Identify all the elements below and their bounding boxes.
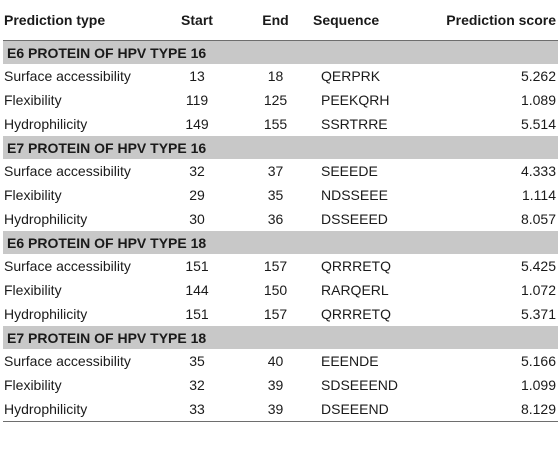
cell-prediction-type: Hydrophilicity bbox=[3, 397, 156, 422]
table-row: Flexibility 29 35 NDSSEEE 1.114 bbox=[3, 183, 558, 207]
cell-score: 1.114 bbox=[522, 187, 556, 203]
table-row: Flexibility 119 125 PEEKQRH 1.089 bbox=[3, 88, 558, 112]
section-header-row: E6 PROTEIN OF HPV TYPE 16 bbox=[3, 40, 558, 64]
cell-start: 151 bbox=[185, 306, 209, 322]
cell-end: 157 bbox=[263, 258, 288, 274]
cell-prediction-type: Surface accessibility bbox=[4, 163, 131, 179]
cell-prediction-type: Surface accessibility bbox=[4, 258, 131, 274]
cell-end: 39 bbox=[267, 377, 284, 393]
table-row: Surface accessibility 13 18 QERPRK 5.262 bbox=[3, 64, 558, 88]
cell-sequence: DSSEEED bbox=[321, 211, 388, 227]
cell-end: 40 bbox=[267, 353, 284, 369]
cell-prediction-type: Surface accessibility bbox=[4, 353, 131, 369]
cell-end: 39 bbox=[238, 397, 313, 422]
cell-sequence: SDSEEEND bbox=[321, 377, 399, 393]
cell-sequence: QRRRETQ bbox=[321, 258, 391, 274]
header-start: Start bbox=[156, 0, 238, 41]
cell-prediction-type: Flexibility bbox=[4, 92, 62, 108]
cell-prediction-type: Flexibility bbox=[4, 282, 62, 298]
cell-end: 36 bbox=[267, 211, 284, 227]
header-sequence: Sequence bbox=[313, 0, 438, 41]
cell-prediction-type: Flexibility bbox=[4, 377, 62, 393]
cell-start: 33 bbox=[156, 397, 238, 422]
cell-prediction-type: Surface accessibility bbox=[4, 68, 131, 84]
cell-sequence: SEEEDE bbox=[321, 163, 378, 179]
section-header-row: E7 PROTEIN OF HPV TYPE 16 bbox=[3, 136, 558, 159]
table-row: Surface accessibility 151 157 QRRRETQ 5.… bbox=[3, 254, 558, 278]
cell-score: 5.262 bbox=[520, 68, 556, 84]
cell-score: 1.099 bbox=[520, 377, 556, 393]
cell-score: 5.425 bbox=[520, 258, 556, 274]
cell-end: 37 bbox=[267, 163, 284, 179]
cell-score: 1.072 bbox=[520, 282, 556, 298]
cell-sequence: NDSSEEE bbox=[321, 187, 388, 203]
cell-sequence: PEEKQRH bbox=[321, 92, 390, 108]
section-title: E6 PROTEIN OF HPV TYPE 16 bbox=[3, 40, 558, 64]
table-row: Hydrophilicity 149 155 SSRTRRE 5.514 bbox=[3, 112, 558, 136]
cell-start: 13 bbox=[189, 68, 205, 84]
cell-score: 8.129 bbox=[438, 397, 558, 422]
cell-start: 30 bbox=[189, 211, 205, 227]
cell-sequence: QERPRK bbox=[321, 68, 381, 84]
cell-end: 18 bbox=[267, 68, 284, 84]
cell-score: 5.166 bbox=[520, 353, 556, 369]
cell-sequence: RARQERL bbox=[321, 282, 389, 298]
section-header-row: E7 PROTEIN OF HPV TYPE 18 bbox=[3, 326, 558, 349]
header-prediction-score: Prediction score bbox=[438, 0, 558, 41]
cell-start: 35 bbox=[189, 353, 205, 369]
section-title: E7 PROTEIN OF HPV TYPE 16 bbox=[3, 136, 558, 159]
cell-start: 119 bbox=[185, 92, 209, 108]
header-end: End bbox=[238, 0, 313, 41]
cell-end: 125 bbox=[263, 92, 288, 108]
table-row: Hydrophilicity 33 39 DSEEEND 8.129 bbox=[3, 397, 558, 422]
table-row: Surface accessibility 32 37 SEEEDE 4.333 bbox=[3, 159, 558, 183]
table-row: Flexibility 32 39 SDSEEEND 1.099 bbox=[3, 373, 558, 397]
cell-start: 144 bbox=[185, 282, 209, 298]
table-body: E6 PROTEIN OF HPV TYPE 16 Surface access… bbox=[3, 40, 558, 422]
header-prediction-type: Prediction type bbox=[3, 0, 156, 41]
cell-start: 151 bbox=[185, 258, 209, 274]
prediction-table: Prediction type Start End Sequence Predi… bbox=[3, 0, 558, 422]
table-row: Hydrophilicity 30 36 DSSEEED 8.057 bbox=[3, 207, 558, 231]
cell-end: 157 bbox=[263, 306, 288, 322]
cell-start: 29 bbox=[189, 187, 205, 203]
table-row: Surface accessibility 35 40 EEENDE 5.166 bbox=[3, 349, 558, 373]
cell-end: 150 bbox=[263, 282, 288, 298]
cell-start: 32 bbox=[189, 163, 205, 179]
cell-sequence: EEENDE bbox=[321, 353, 379, 369]
cell-start: 149 bbox=[185, 116, 209, 132]
section-title: E6 PROTEIN OF HPV TYPE 18 bbox=[3, 231, 558, 254]
cell-score: 5.514 bbox=[520, 116, 556, 132]
table-row: Flexibility 144 150 RARQERL 1.072 bbox=[3, 278, 558, 302]
cell-sequence: QRRRETQ bbox=[321, 306, 391, 322]
cell-sequence: SSRTRRE bbox=[321, 116, 388, 132]
table-row: Hydrophilicity 151 157 QRRRETQ 5.371 bbox=[3, 302, 558, 326]
cell-prediction-type: Hydrophilicity bbox=[4, 211, 88, 227]
cell-score: 5.371 bbox=[520, 306, 556, 322]
cell-score: 4.333 bbox=[520, 163, 556, 179]
cell-prediction-type: Hydrophilicity bbox=[4, 306, 88, 322]
cell-sequence: DSEEEND bbox=[313, 397, 438, 422]
cell-start: 32 bbox=[189, 377, 205, 393]
header-row: Prediction type Start End Sequence Predi… bbox=[3, 0, 558, 41]
section-title: E7 PROTEIN OF HPV TYPE 18 bbox=[3, 326, 558, 349]
cell-end: 35 bbox=[267, 187, 284, 203]
cell-prediction-type: Flexibility bbox=[4, 187, 62, 203]
cell-end: 155 bbox=[263, 116, 288, 132]
cell-prediction-type: Hydrophilicity bbox=[4, 116, 88, 132]
section-header-row: E6 PROTEIN OF HPV TYPE 18 bbox=[3, 231, 558, 254]
cell-score: 8.057 bbox=[520, 211, 556, 227]
cell-score: 1.089 bbox=[520, 92, 556, 108]
